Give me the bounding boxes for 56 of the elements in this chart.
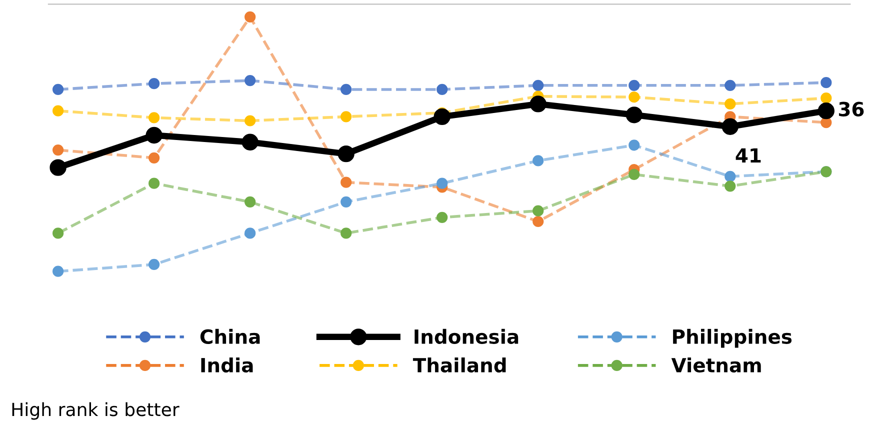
point [820,116,832,128]
legend-label: Indonesia [414,328,518,344]
legend-label: Vietnam [671,357,761,373]
point [436,84,448,96]
point [52,228,64,239]
point [724,80,736,91]
legend-label: Thailand [412,357,506,373]
point [148,258,160,270]
text: High rank is better [12,402,180,420]
legend-label: China [200,328,260,344]
point [148,112,160,124]
point [244,115,256,126]
point [722,118,738,135]
point [244,196,256,208]
point [340,111,352,122]
point [148,178,160,189]
point [724,180,736,192]
point [146,126,162,144]
annotation: 41 [736,148,761,162]
point [628,92,640,103]
point [724,170,736,182]
point [530,96,546,112]
point [818,102,834,120]
point [340,176,352,188]
point [628,140,640,151]
point [820,77,832,88]
point [338,145,354,162]
point [52,144,64,156]
point [148,78,160,90]
point [532,155,544,166]
point [244,228,256,239]
point [626,106,642,124]
point [244,75,256,86]
point [52,266,64,277]
point [52,105,64,116]
point [242,134,258,150]
point [532,216,544,228]
point [244,11,256,23]
point [50,159,66,176]
point [628,168,640,180]
legend-label: Philippines [673,328,792,348]
point [52,84,64,96]
annotation: 36 [838,102,864,116]
point [724,98,736,110]
point [820,92,832,104]
point [340,228,352,239]
point [436,178,448,189]
point [434,108,450,126]
point [340,196,352,208]
point [532,80,544,91]
point [340,84,352,96]
legend-label: India [201,357,253,373]
point [436,212,448,223]
point [532,205,544,216]
point [148,152,160,164]
point [628,80,640,91]
